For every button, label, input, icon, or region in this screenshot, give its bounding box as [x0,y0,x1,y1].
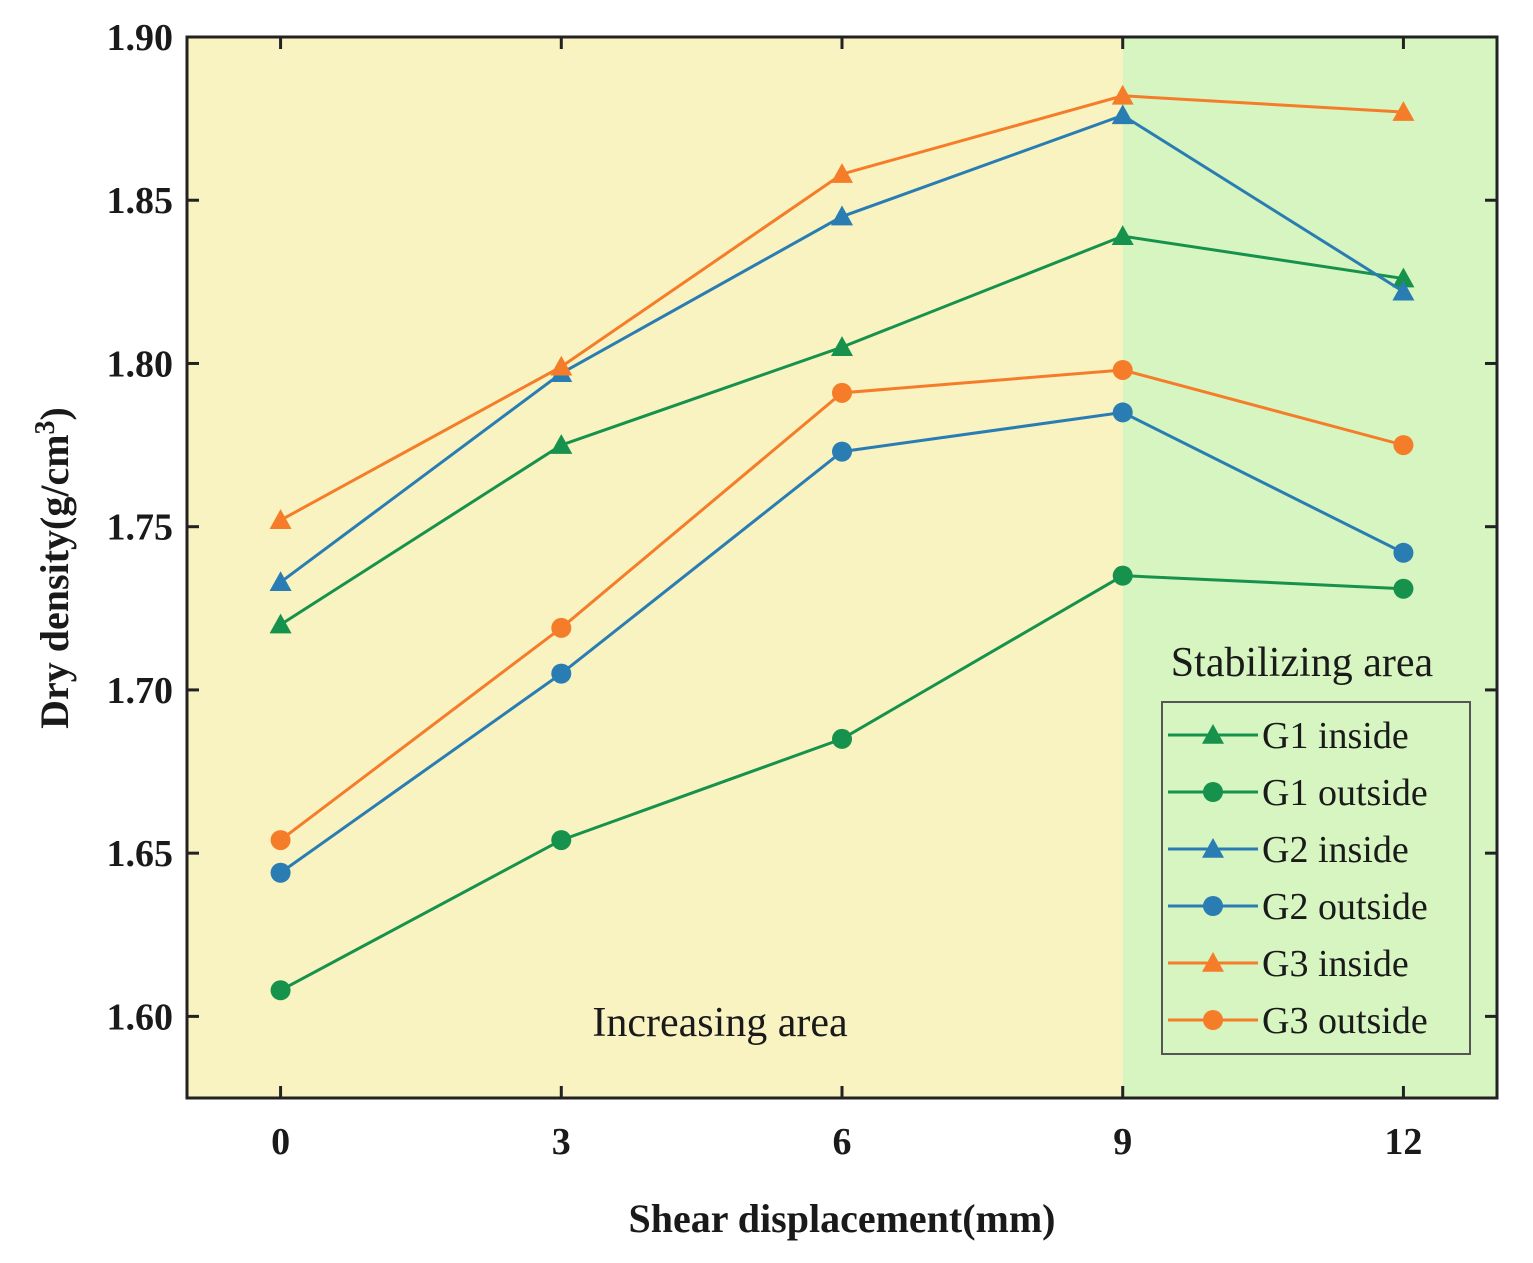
region-0 [187,37,1123,1098]
legend-entry: G3 outside [1168,1000,1428,1042]
legend-entry: G3 inside [1168,943,1409,985]
x-axis-title: Shear displacement(mm) [629,1196,1056,1241]
data-point [1111,104,1134,125]
x-tick-label: 12 [1384,1121,1422,1163]
legend-marker [1203,782,1223,802]
data-point [269,571,292,591]
y-axis-title: Dry density(g/cm3) [30,407,77,729]
data-point [269,613,292,634]
data-point [1393,435,1414,456]
x-tick-label: 0 [271,1121,290,1163]
data-point [832,728,852,749]
series-g3-outside [270,359,1414,851]
data-point [1112,402,1133,423]
y-tick-label: 1.75 [107,507,174,549]
legend-label: G1 outside [1262,772,1428,814]
y-tick-label: 1.85 [107,180,174,222]
y-tick-label: 1.60 [107,996,174,1038]
legend-label: G3 inside [1262,943,1409,985]
data-point [1111,84,1134,105]
series-layer [269,84,1415,1001]
legend-entry: G1 outside [1168,772,1428,814]
legend-entry: G1 inside [1168,715,1409,757]
legend-entry: G2 inside [1168,829,1409,871]
legend-marker [1203,896,1223,916]
series-g1-outside [270,565,1414,1001]
data-point [1112,565,1133,586]
data-point [1112,359,1133,380]
legend-label: G3 outside [1262,1000,1428,1042]
axis-ticks: 1.60 1.65 1.70 1.75 1.80 1.85 1.90 0 3 6 9 12 [107,17,1497,1163]
data-point [551,663,572,684]
data-point [1393,542,1414,563]
data-point [1392,101,1415,121]
data-point [1111,225,1134,245]
data-point [270,980,291,1001]
data-point [551,617,572,638]
x-tick-label: 9 [1113,1121,1132,1163]
background-regions [187,37,1497,1098]
y-axis-title-close: ) [32,407,77,420]
data-point [270,830,291,851]
data-point [831,163,853,183]
data-point [270,862,291,883]
data-point [1392,267,1415,288]
y-tick-label: 1.70 [107,670,174,712]
data-point [269,509,292,529]
legend-marker [1202,724,1224,744]
x-tick-label: 3 [552,1121,571,1163]
increasing-area-label: Increasing area [592,1000,848,1046]
legend-entry: G2 outside [1168,886,1428,928]
data-point [832,382,852,403]
y-axis-title-main: Dry density(g/cm [32,434,77,728]
data-point [551,830,572,851]
legend-label: G1 inside [1262,715,1409,757]
legend-label: G2 outside [1262,886,1428,928]
legend-marker [1203,1010,1223,1030]
y-tick-label: 1.90 [107,17,174,59]
data-point [1392,280,1415,301]
series-g2-outside [270,402,1414,883]
data-point [831,205,853,226]
legend-marker [1202,838,1224,858]
legend: G1 inside G1 outside G2 inside G2 outside G3… [1161,701,1471,1055]
legend-label: G2 inside [1262,829,1409,871]
y-tick-label: 1.65 [107,833,174,875]
stabilizing-area-label: Stabilizing area [1171,640,1434,686]
data-point [550,355,573,376]
data-point [831,336,853,356]
series-g3-inside [269,84,1415,529]
data-point [832,441,852,462]
series-g1-inside [269,225,1415,634]
y-axis-title-superscript: 3 [30,420,61,434]
y-tick-label: 1.80 [107,343,174,385]
data-point [1393,578,1414,599]
data-point [550,434,573,454]
x-tick-label: 6 [833,1121,852,1163]
region-1 [1122,37,1497,1098]
legend-marker [1202,952,1224,972]
legend-box [1161,701,1471,1055]
